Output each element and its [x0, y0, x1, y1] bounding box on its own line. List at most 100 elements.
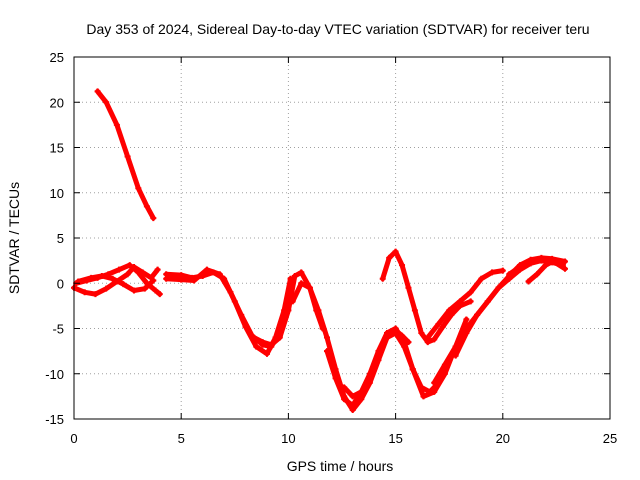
data-point [525, 278, 532, 285]
data-point [259, 339, 266, 346]
data-point [285, 307, 292, 314]
data-point [384, 330, 391, 337]
data-point [431, 379, 438, 386]
series-trace [71, 264, 161, 297]
data-point [238, 311, 245, 318]
data-point [103, 99, 110, 106]
data-point [143, 203, 150, 210]
data-point [561, 265, 568, 272]
data-point [446, 307, 453, 314]
data-point [431, 336, 438, 343]
data-point [441, 370, 448, 377]
data-point [341, 384, 348, 391]
y-axis-title: SDTVAR / TECUs [6, 182, 22, 294]
data-point [424, 334, 431, 341]
y-tick-label: 25 [50, 50, 64, 65]
data-point [154, 266, 161, 273]
data-point [467, 289, 474, 296]
data-point [401, 339, 408, 346]
data-point [474, 311, 481, 318]
series-arc-early-high [94, 88, 157, 222]
data-point [191, 277, 198, 284]
data-point [559, 259, 566, 266]
data-point [135, 185, 142, 192]
data-point [150, 277, 157, 284]
data-point [375, 348, 382, 355]
axes: 0 5 10 15 20 25 -15 -10 -5 0 5 10 15 20 25 [45, 50, 617, 446]
data-point [88, 274, 95, 281]
data-point [251, 334, 258, 341]
data-point [298, 280, 305, 287]
data-point [405, 284, 412, 291]
data-point [253, 343, 260, 350]
x-axis-title: GPS time / hours [287, 458, 394, 474]
data-point [135, 269, 142, 276]
data-point [141, 285, 148, 292]
data-point [379, 275, 386, 282]
x-tick-label: 5 [178, 431, 185, 446]
data-point [332, 375, 339, 382]
data-point [409, 366, 416, 373]
data-point [81, 289, 88, 296]
data-point [456, 298, 463, 305]
data-point [386, 254, 393, 261]
grid [74, 57, 610, 419]
y-tick-label: 5 [57, 231, 64, 246]
data-point [366, 370, 373, 377]
data-point [538, 256, 545, 263]
data-point [392, 248, 399, 255]
y-tick-label: 20 [50, 95, 64, 110]
series-trace [425, 268, 506, 341]
data-point [131, 287, 138, 294]
data-point [150, 215, 157, 222]
data-point [315, 307, 322, 314]
data-point [499, 267, 506, 274]
data-point [126, 262, 133, 269]
data-point [431, 388, 438, 395]
series-trace [341, 316, 469, 399]
data-point [289, 298, 296, 305]
data-point [103, 285, 110, 292]
data-point [358, 388, 365, 395]
data-point [452, 352, 459, 359]
data-point [516, 263, 523, 270]
series-arc-evening-rise-a [424, 267, 506, 341]
y-tick-label: 0 [57, 276, 64, 291]
data-point [549, 257, 556, 264]
data-point [448, 311, 455, 318]
data-point [178, 276, 185, 283]
series-arc-early-low-c [75, 273, 157, 294]
data-point [418, 330, 425, 337]
data-point [463, 330, 470, 337]
data-point [323, 348, 330, 355]
data-point [484, 298, 491, 305]
data-point [478, 275, 485, 282]
data-series [71, 88, 568, 413]
data-point [124, 153, 131, 160]
data-point [399, 262, 406, 269]
series-arc-afternoon-c [341, 316, 470, 400]
data-point [109, 275, 116, 282]
data-point [323, 334, 330, 341]
data-point [291, 273, 298, 280]
data-point [349, 402, 356, 409]
x-tick-label: 15 [388, 431, 402, 446]
data-point [92, 291, 99, 298]
series-arc-late-b [506, 256, 568, 278]
data-point [467, 298, 474, 305]
data-point [203, 266, 210, 273]
y-tick-label: -5 [52, 322, 64, 337]
x-tick-label: 25 [603, 431, 617, 446]
x-tick-label: 0 [70, 431, 77, 446]
data-point [156, 291, 163, 298]
data-point [227, 289, 234, 296]
data-point [306, 284, 313, 291]
data-point [94, 88, 101, 95]
data-point [263, 350, 270, 357]
data-point [298, 269, 305, 276]
y-tick-label: -10 [45, 367, 64, 382]
data-point [527, 259, 534, 266]
data-point [435, 320, 442, 327]
y-tick-label: -15 [45, 412, 64, 427]
